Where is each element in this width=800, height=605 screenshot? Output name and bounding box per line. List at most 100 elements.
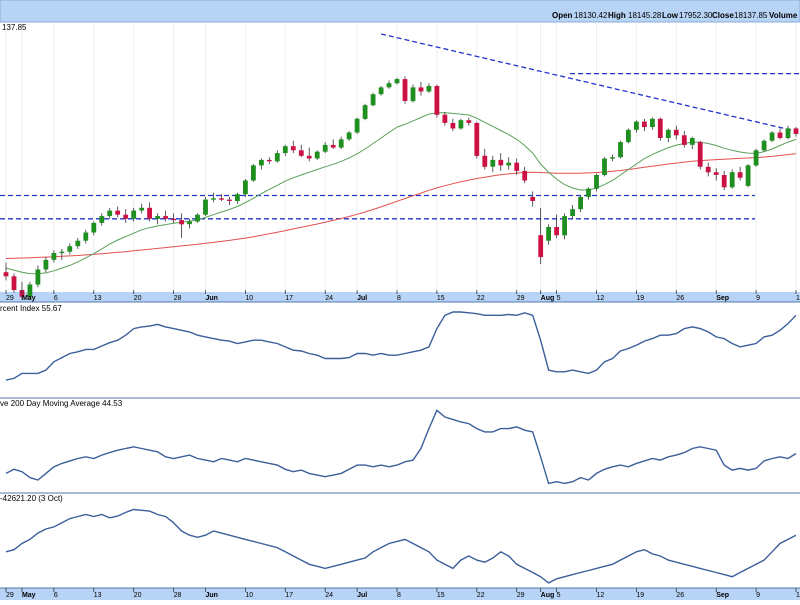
candle-up <box>346 132 352 140</box>
candle-up <box>386 83 392 88</box>
candle-down <box>705 166 711 173</box>
candle-up <box>426 86 432 92</box>
bottom-date-tick-label: 29 <box>6 592 14 599</box>
candle-up <box>689 138 695 145</box>
bottom-date-tick-label: 17 <box>285 592 293 599</box>
candle-up <box>131 210 137 219</box>
candle-up <box>665 129 671 138</box>
candle-down <box>434 86 440 115</box>
low-label: Low <box>662 11 679 20</box>
candle-down <box>163 216 168 219</box>
candle-down <box>402 79 408 101</box>
top-date-tick-label: 5 <box>557 295 561 302</box>
bottom-date-tick-label: Jun <box>205 592 217 599</box>
candle-down <box>657 118 663 138</box>
candle-up <box>745 165 751 186</box>
bottom-date-axis <box>0 588 800 600</box>
close-label: Close <box>712 11 734 20</box>
candle-down <box>673 129 679 136</box>
bottom-date-tick-label: 28 <box>174 592 182 599</box>
bottom-date-tick-label: 24 <box>325 592 333 599</box>
top-date-tick-label: 24 <box>325 295 333 302</box>
high-label: High <box>608 11 626 20</box>
candle-down <box>123 214 129 219</box>
candle-up <box>99 216 105 223</box>
candle-up <box>43 259 49 270</box>
candle-up <box>362 105 368 119</box>
candle-down <box>498 159 504 166</box>
candle-up <box>139 207 145 211</box>
top-date-tick-label: 13 <box>94 295 102 302</box>
top-date-tick-label: 9 <box>756 295 760 302</box>
candle-up <box>243 180 248 195</box>
bottom-date-tick-label: Aug <box>541 592 555 599</box>
candle-down <box>538 235 544 258</box>
candle-up <box>27 284 33 297</box>
candle-up <box>785 128 791 138</box>
candle-up <box>211 198 216 200</box>
candle-down <box>266 159 272 162</box>
bottom-date-tick-label: May <box>22 592 36 599</box>
candle-up <box>378 87 384 95</box>
candle-up <box>570 209 575 216</box>
candle-down <box>697 142 703 167</box>
candle-down <box>466 120 472 123</box>
candle-up <box>729 172 735 188</box>
bottom-date-tick-label: Jul <box>357 592 367 599</box>
indicator-2-line <box>5 409 797 485</box>
bottom-date-tick-label: 9 <box>756 592 760 599</box>
top-date-tick-label: 17 <box>285 295 293 302</box>
open-label: Open <box>552 11 573 20</box>
candle-up <box>562 216 567 236</box>
candle-up <box>83 232 89 241</box>
bottom-date-tick-label: 12 <box>597 592 605 599</box>
candle-up <box>753 150 759 166</box>
bottom-date-tick-label: 6 <box>54 592 58 599</box>
candle-up <box>370 94 376 106</box>
candle-down <box>306 155 312 159</box>
candle-up <box>394 79 400 84</box>
top-date-tick-label: 16 <box>796 295 800 302</box>
top-date-tick-label: 29 <box>517 295 525 302</box>
candle-down <box>554 227 559 236</box>
candle-down <box>642 121 647 128</box>
candle-down <box>442 114 448 123</box>
candle-up <box>626 129 631 143</box>
top-date-tick-label: May <box>22 295 36 302</box>
header-band <box>0 0 800 22</box>
candle-down <box>3 272 9 277</box>
candle-down <box>171 218 176 221</box>
top-date-tick-label: Sep <box>716 295 729 302</box>
candle-up <box>59 251 65 254</box>
candle-up <box>506 162 512 166</box>
candle-up <box>634 121 639 130</box>
candle-down <box>179 220 184 225</box>
candle-down <box>522 170 528 181</box>
candle-up <box>282 146 288 153</box>
close-value: 18137.85 <box>734 11 768 20</box>
top-date-tick-label: 6 <box>54 295 58 302</box>
bottom-date-tick-label: 22 <box>477 592 485 599</box>
candle-up <box>251 165 256 181</box>
candle-down <box>298 150 304 156</box>
bottom-date-tick-label: 16 <box>796 592 800 599</box>
top-date-axis <box>0 292 800 302</box>
candle-down <box>681 135 687 145</box>
candle-up <box>187 221 192 225</box>
candle-up <box>235 194 240 201</box>
candle-up <box>769 132 775 141</box>
bottom-date-tick-label: 20 <box>134 592 142 599</box>
indicator-3-line <box>5 508 797 584</box>
candle-down <box>474 123 480 156</box>
gridlines <box>5 23 797 290</box>
support-resistance-lines <box>0 33 800 220</box>
candlesticks <box>3 76 799 300</box>
candle-down <box>482 155 488 167</box>
top-date-tick-label: 10 <box>245 295 253 302</box>
indicator-lines <box>5 311 797 584</box>
top-date-tick-label: 15 <box>437 295 445 302</box>
candle-down <box>450 123 456 129</box>
candle-up <box>35 269 41 285</box>
